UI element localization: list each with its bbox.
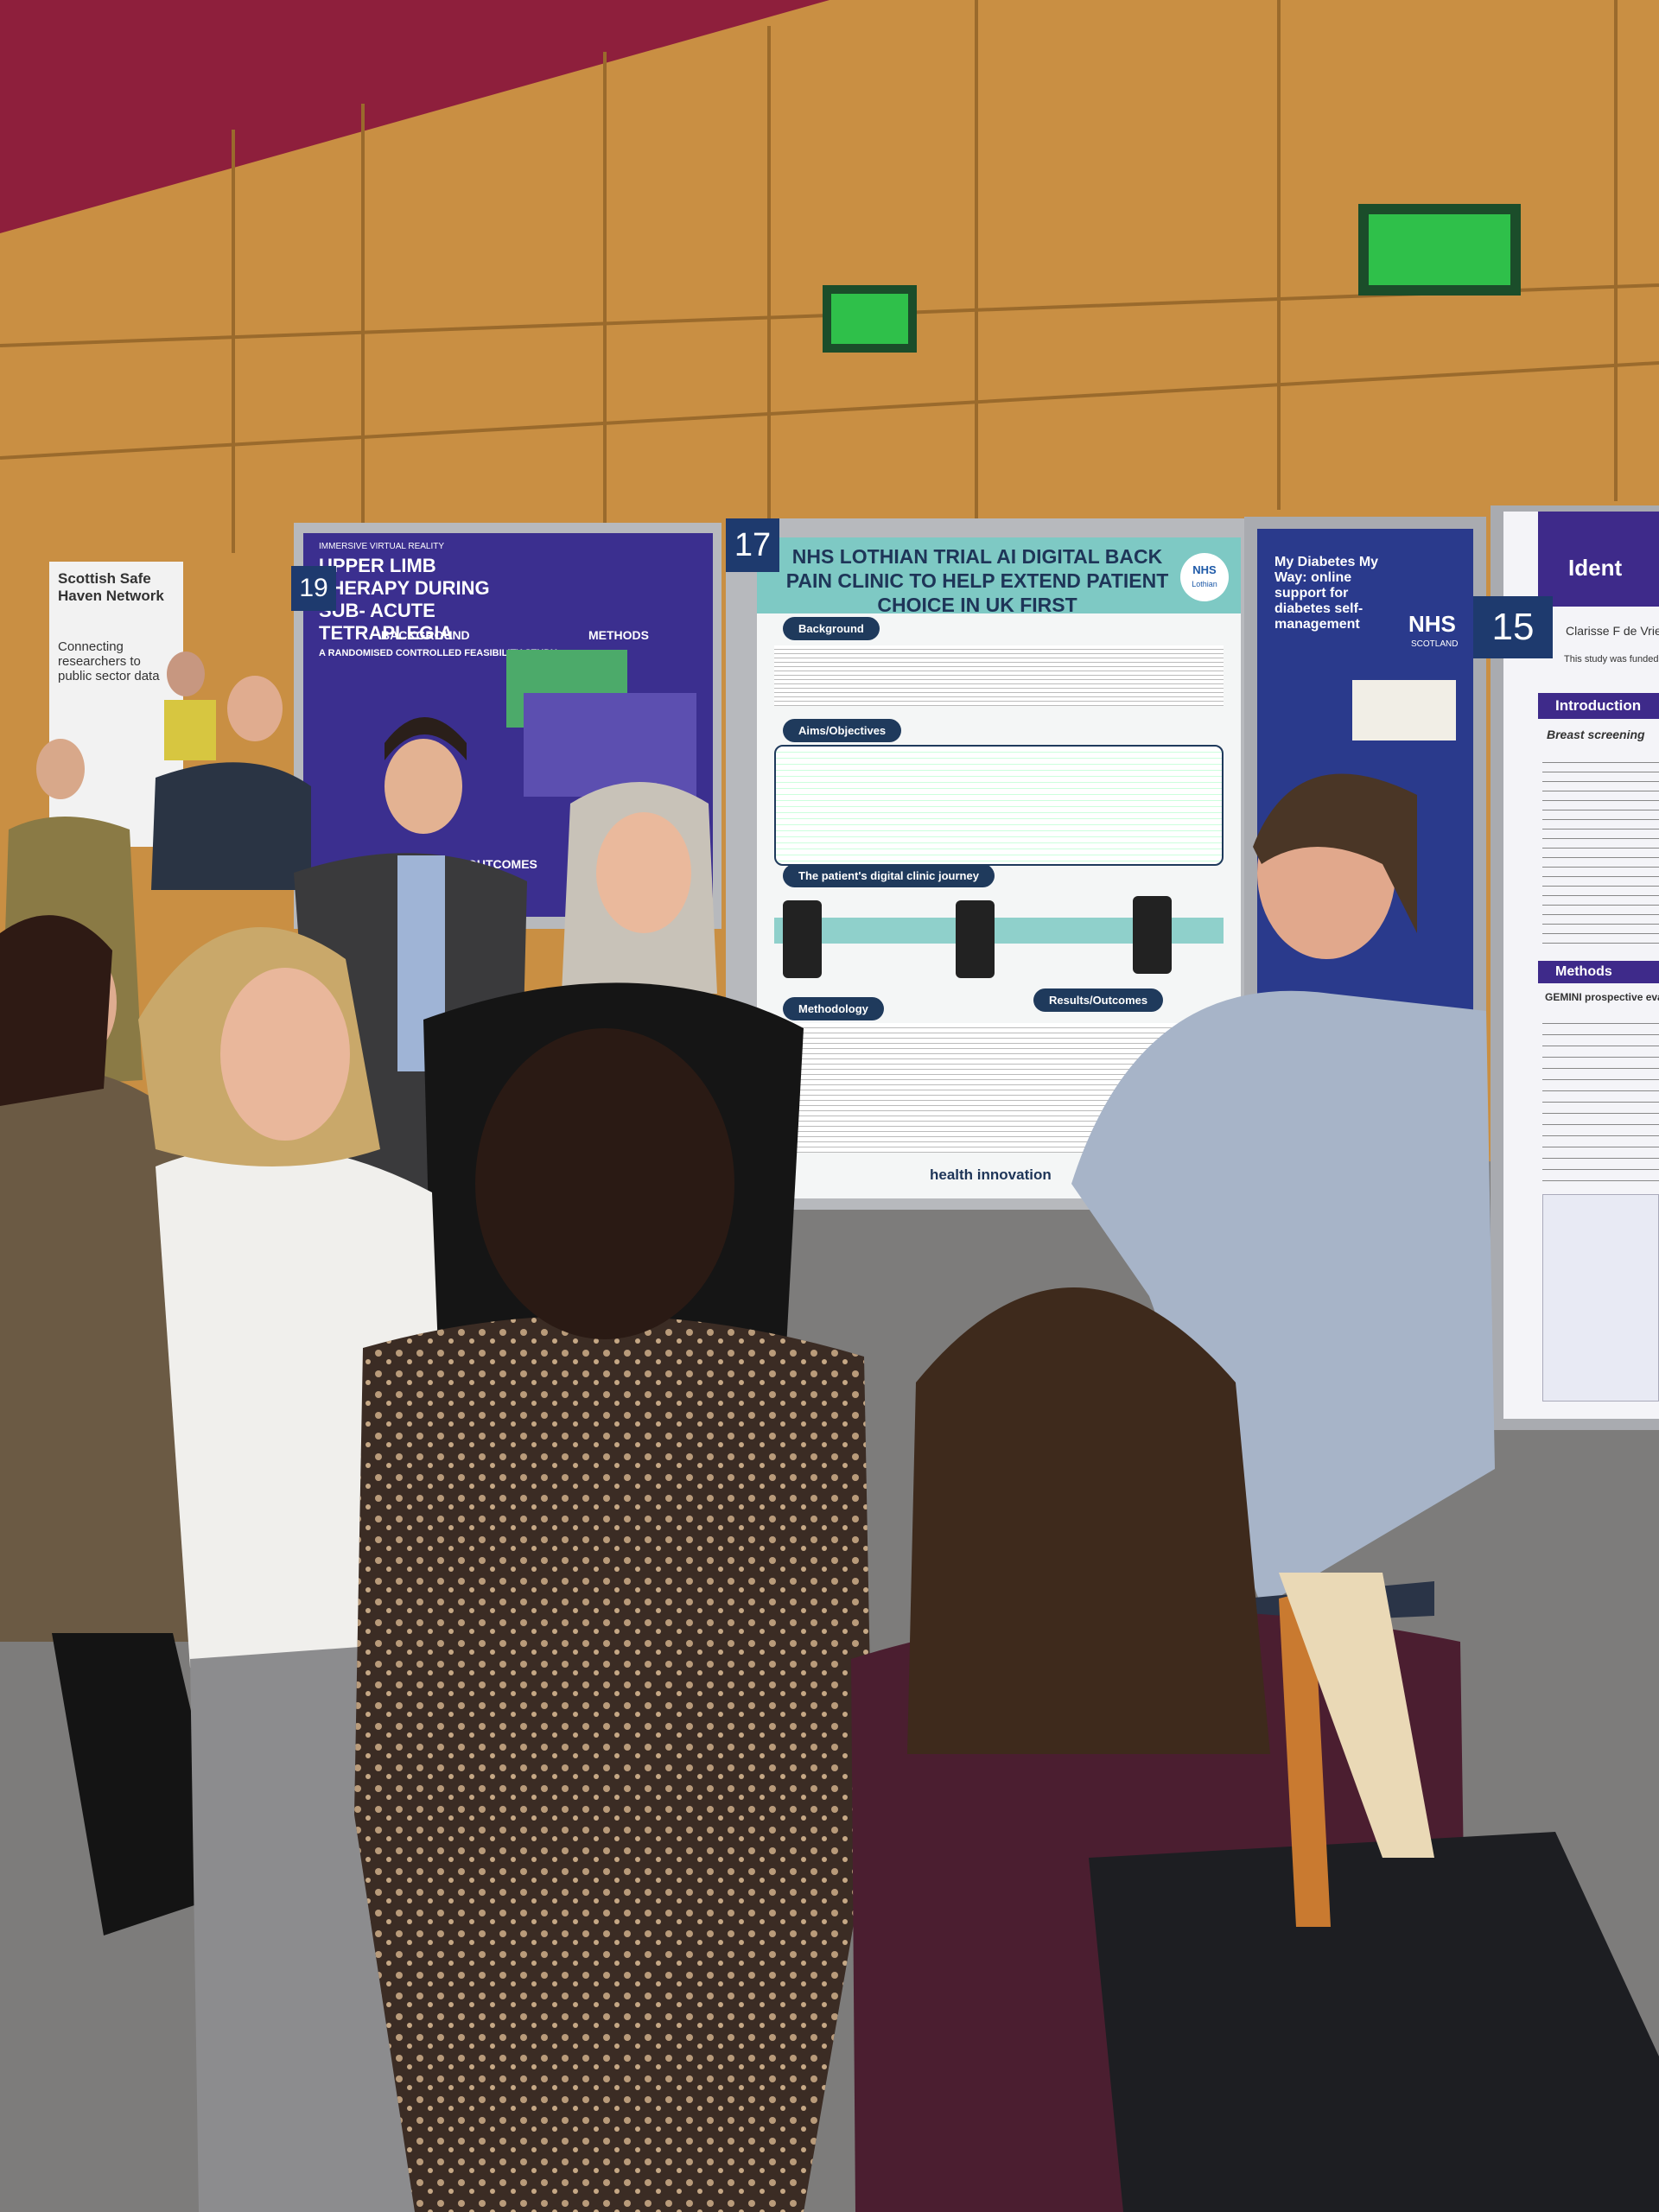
section-heading: METHODS <box>588 628 649 642</box>
maroon-wall <box>0 0 830 233</box>
text-block <box>1542 1013 1659 1185</box>
poster-number: 15 <box>1473 596 1553 658</box>
poster-title: My Diabetes My Way: online support for d… <box>1274 555 1379 632</box>
text-block <box>774 645 1224 706</box>
banner-title: Scottish Safe Haven Network <box>58 570 164 604</box>
section-pill: Results/Outcomes <box>1033 988 1164 1012</box>
poster-title: Ident <box>1538 512 1659 607</box>
logo-text: Lothian <box>1192 580 1217 588</box>
poster-diagram <box>524 693 696 797</box>
poster-kicker: IMMERSIVE VIRTUAL REALITY <box>319 542 445 551</box>
exit-sign-light <box>831 294 908 344</box>
person <box>851 1287 1659 2212</box>
phone <box>783 900 822 978</box>
exit-sign-light <box>1369 214 1510 285</box>
logo-text: SCOTLAND <box>1411 639 1459 649</box>
text-block <box>1542 753 1659 944</box>
poster-subtitle: A RANDOMISED CONTROLLED FEASIBILITY STUD… <box>319 648 557 658</box>
section-heading: Methods <box>1538 961 1659 983</box>
person <box>354 1028 873 2212</box>
poster-title: NHS LOTHIAN TRIAL AI DIGITAL BACK PAIN C… <box>757 537 1241 616</box>
note: This study was funded by <box>1564 654 1659 664</box>
section-pill: Aims/Objectives <box>783 719 902 742</box>
person <box>0 915 233 1936</box>
diagram <box>1542 1194 1659 1402</box>
poster-number: 19 <box>291 566 336 611</box>
poster-number: 17 <box>726 518 779 572</box>
banner-subtitle: Connecting researchers to public sector … <box>58 639 160 683</box>
section-heading: BACKGROUND <box>381 628 470 642</box>
poster-title: UPPER LIMB THERAPY DURING SUB- ACUTE TET… <box>319 555 490 644</box>
text-block <box>774 745 1224 866</box>
section-pill: Background <box>783 617 880 640</box>
subheading: Breast screening <box>1547 728 1645 741</box>
author: Clarisse F de Vries, <box>1566 624 1659 638</box>
logo-text: NHS <box>1408 611 1456 637</box>
phone <box>1133 896 1172 974</box>
section-pill: The patient's digital clinic journey <box>783 864 995 887</box>
logo-text: NHS <box>1192 563 1217 576</box>
logo: NHS Lothian <box>1180 553 1229 601</box>
phone <box>956 900 995 978</box>
section-pill: Methodology <box>783 997 884 1020</box>
subheading: GEMINI prospective evaluation <box>1545 991 1659 1003</box>
logo <box>1352 680 1456 741</box>
poster-19: IMMERSIVE VIRTUAL REALITY UPPER LIMB THE… <box>303 533 713 917</box>
section-heading: Introduction <box>1538 693 1659 719</box>
poster-15: Ident Clarisse F de Vries, This study wa… <box>1503 512 1659 1419</box>
footer-logo: health innovation <box>930 1166 1052 1183</box>
